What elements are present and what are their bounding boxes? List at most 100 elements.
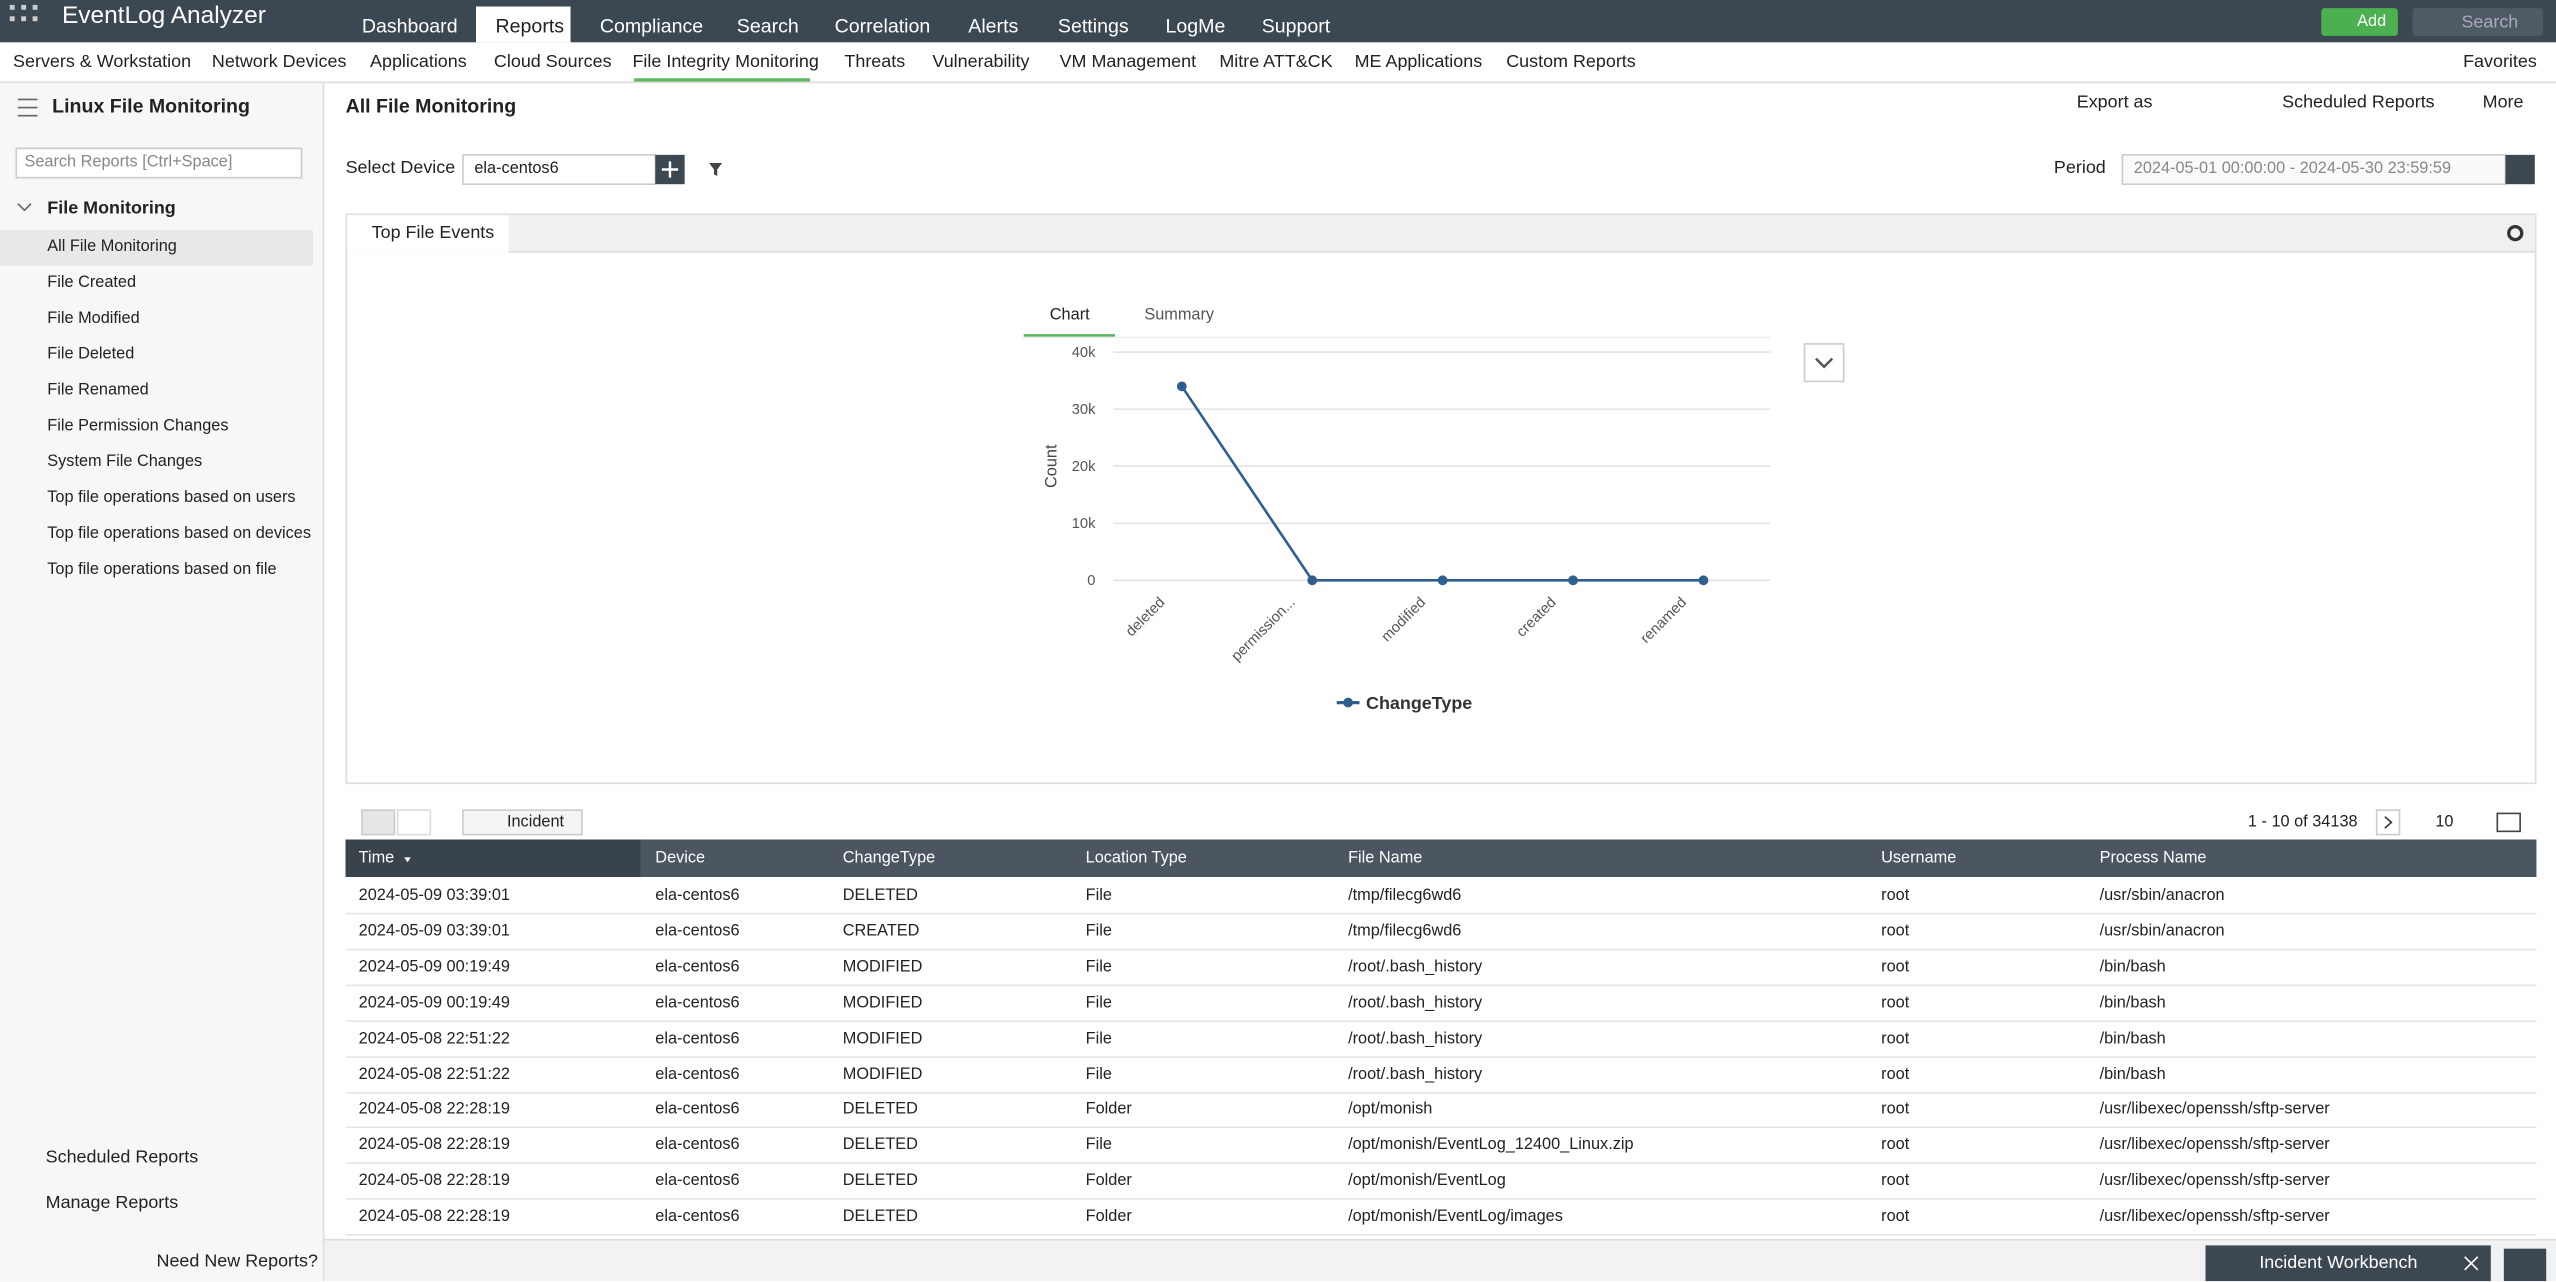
subnav-item[interactable]: VM Management — [1059, 52, 1197, 72]
workbench-label[interactable]: Incident Workbench — [2259, 1253, 2418, 1274]
incident-label[interactable]: Incident — [506, 813, 565, 832]
sidebar-item[interactable]: File Modified — [47, 309, 140, 328]
sidebar-link[interactable]: Manage Reports — [45, 1193, 179, 1213]
sidebar-item[interactable]: Top file operations based on devices — [47, 524, 311, 543]
column-header[interactable]: Process Name — [2099, 849, 2207, 868]
nav-item[interactable]: Reports — [495, 14, 565, 38]
sort-icon — [404, 857, 411, 863]
sidebar-item[interactable]: Top file operations based on users — [47, 489, 296, 507]
column-header[interactable]: ChangeType — [842, 849, 936, 868]
incident-button[interactable] — [462, 809, 583, 836]
nav-item[interactable]: LogMe — [1165, 14, 1226, 38]
sidebar-item[interactable]: All File Monitoring — [47, 237, 177, 256]
nav-item[interactable]: Compliance — [599, 14, 704, 38]
page-size[interactable]: 10 — [2435, 813, 2454, 832]
subnav-item[interactable]: Network Devices — [211, 52, 347, 72]
subnav-item[interactable]: File Integrity Monitoring — [632, 52, 819, 72]
sidebar-link[interactable]: Scheduled Reports — [45, 1147, 199, 1168]
calendar-button[interactable] — [2505, 154, 2535, 185]
sidebar-item[interactable]: Top file operations based on file — [47, 560, 277, 579]
legend-label: ChangeType — [1366, 693, 1472, 713]
subnav-item[interactable]: Vulnerability — [932, 52, 1030, 72]
settings-icon[interactable] — [2507, 224, 2524, 242]
sidebar-item[interactable]: System File Changes — [47, 453, 203, 472]
subnav-item[interactable]: Threats — [844, 52, 906, 72]
table-cell: 2024-05-09 00:19:49 — [358, 958, 510, 977]
point — [1437, 575, 1448, 586]
subnav-item[interactable]: Mitre ATT&CK — [1219, 52, 1333, 72]
subnav-item[interactable]: Custom Reports — [1506, 52, 1636, 72]
nav-item[interactable]: Dashboard — [361, 14, 458, 38]
sidebar-item[interactable]: File Renamed — [47, 381, 149, 400]
favorites[interactable]: Favorites — [2463, 52, 2537, 72]
table-cell: /root/.bash_history — [1348, 1065, 1483, 1084]
chart-menu-button[interactable] — [1803, 343, 1845, 383]
table-cell: /usr/libexec/openssh/sftp-server — [2099, 1100, 2330, 1119]
subnav-item[interactable]: ME Applications — [1354, 52, 1483, 72]
sidebar-search[interactable] — [15, 147, 303, 179]
sidebar-item[interactable]: File Deleted — [47, 345, 135, 364]
search-box[interactable] — [2412, 8, 2543, 36]
menu-icon[interactable] — [17, 98, 38, 117]
subnav-item[interactable]: Servers & Workstation — [13, 52, 192, 72]
column-header[interactable]: File Name — [1348, 849, 1423, 868]
column-header[interactable]: Location Type — [1085, 849, 1187, 868]
x-tick-label: modified — [1379, 595, 1429, 645]
table-cell: ela-centos6 — [655, 1208, 740, 1226]
period-input[interactable] — [2121, 154, 2507, 186]
grid-view-button[interactable] — [361, 809, 396, 836]
collapse-icon[interactable] — [17, 203, 32, 212]
app-grid-icon[interactable] — [9, 4, 15, 10]
subnav-item[interactable]: Applications — [370, 52, 467, 72]
help-link[interactable]: Need New Reports? — [156, 1251, 318, 1272]
sidebar-item[interactable]: File Created — [47, 273, 137, 292]
x-tick-label: permission... — [1229, 595, 1299, 665]
period-value[interactable]: 2024-05-01 00:00:00 - 2024-05-30 23:59:5… — [2133, 159, 2452, 178]
subnav-item[interactable]: Cloud Sources — [493, 52, 612, 72]
table-cell: ela-centos6 — [655, 1065, 740, 1084]
nav-item[interactable]: Search — [736, 14, 799, 38]
filter-icon[interactable] — [709, 163, 723, 177]
column-header[interactable]: Username — [1881, 849, 1957, 868]
table-cell: 2024-05-08 22:28:19 — [358, 1100, 510, 1119]
chart-tab[interactable]: Summary — [1144, 306, 1215, 325]
column-header[interactable]: Device — [655, 849, 706, 868]
table-cell: ela-centos6 — [655, 886, 740, 905]
sidebar-group[interactable]: File Monitoring — [47, 198, 176, 219]
table-cell: CREATED — [842, 922, 920, 941]
panel-tab[interactable] — [347, 215, 509, 253]
add-button[interactable] — [2321, 8, 2398, 36]
columns-icon[interactable] — [2496, 812, 2521, 833]
nav-item[interactable]: Settings — [1057, 14, 1129, 38]
table-cell: ela-centos6 — [655, 1136, 740, 1155]
nav-item[interactable]: Correlation — [834, 14, 931, 38]
add-label[interactable]: Add — [2357, 13, 2387, 31]
app-grid-icon — [21, 4, 27, 10]
app-grid-icon — [9, 16, 15, 22]
panel-tab-label[interactable]: Top File Events — [371, 223, 495, 243]
table-cell: Folder — [1085, 1208, 1132, 1226]
table-header — [345, 839, 2537, 877]
nav-item[interactable]: Alerts — [968, 14, 1019, 38]
x-tick-label: renamed — [1638, 595, 1690, 647]
next-page-button[interactable] — [2375, 809, 2401, 836]
table-cell: /opt/monish/EventLog — [1348, 1172, 1506, 1191]
table-cell: root — [1881, 1065, 1910, 1084]
chat-button[interactable] — [2503, 1248, 2547, 1282]
list-view-button[interactable] — [396, 809, 432, 836]
export-menu[interactable]: Export as — [2076, 92, 2153, 113]
nav-item[interactable]: Support — [1261, 14, 1331, 38]
chart-tab[interactable]: Chart — [1049, 306, 1090, 325]
sidebar-item[interactable]: File Permission Changes — [47, 417, 229, 436]
more-menu[interactable]: More — [2482, 92, 2524, 113]
device-value[interactable]: ela-centos6 — [474, 159, 559, 178]
close-icon[interactable] — [2464, 1256, 2479, 1271]
y-tick-label: 30k — [1072, 402, 1096, 418]
table-cell: File — [1085, 1029, 1112, 1048]
column-header[interactable]: Time — [358, 849, 395, 868]
scheduled-link[interactable]: Scheduled Reports — [2282, 92, 2435, 113]
table-cell: 2024-05-08 22:28:19 — [358, 1208, 510, 1226]
search-label[interactable]: Search — [2461, 13, 2519, 33]
search-placeholder[interactable]: Search Reports [Ctrl+Space] — [24, 153, 233, 172]
